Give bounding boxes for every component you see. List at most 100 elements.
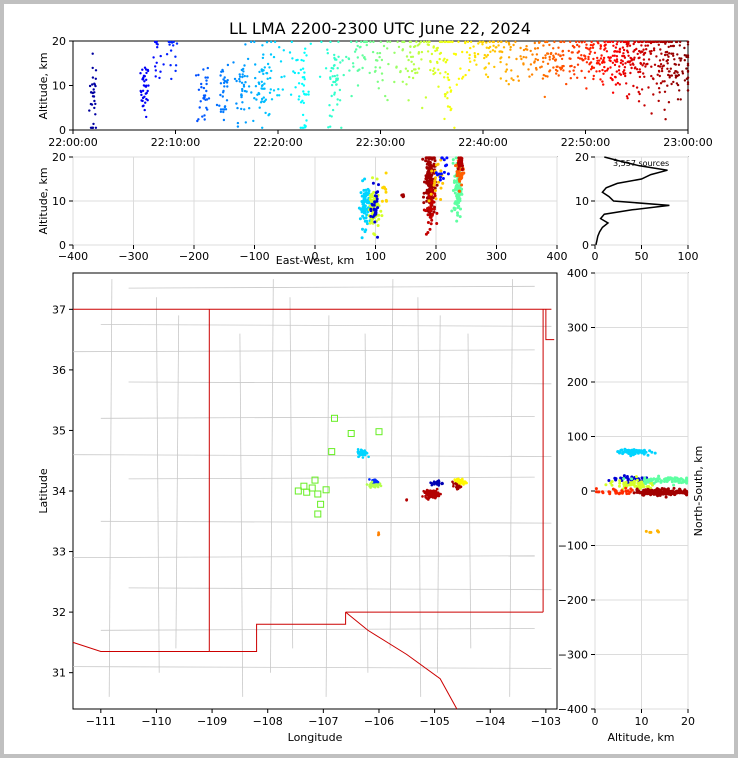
- time-altitude-point: [667, 40, 671, 44]
- time-altitude-point: [502, 46, 506, 49]
- time-altitude-point: [242, 83, 246, 87]
- time-altitude-point: [491, 49, 495, 52]
- plan-view-point: [427, 498, 430, 501]
- time-altitude-point: [221, 95, 224, 98]
- time-altitude-point: [663, 80, 666, 83]
- time-altitude-point: [642, 62, 646, 65]
- time-altitude-point: [499, 60, 502, 64]
- time-altitude-point: [443, 40, 446, 44]
- time-altitude-point: [338, 88, 342, 92]
- ew-altitude-point: [430, 157, 434, 161]
- time-altitude-point: [664, 118, 667, 121]
- altitude-ns-point: [609, 481, 613, 485]
- time-altitude-point: [509, 48, 512, 51]
- time-altitude-point: [88, 84, 92, 88]
- county-line: [467, 333, 472, 649]
- time-altitude-point: [393, 80, 396, 84]
- altitude-ns-point: [639, 480, 643, 484]
- time-altitude-point: [591, 44, 594, 47]
- time-altitude-point: [618, 50, 621, 54]
- ns-xtick-label: 20: [681, 715, 695, 728]
- ew-altitude-point: [439, 175, 442, 179]
- altitude-ns-point: [661, 491, 665, 494]
- time-altitude-point: [640, 40, 643, 44]
- time-altitude-point: [378, 51, 382, 55]
- time-altitude-point: [155, 61, 158, 64]
- time-altitude-point: [243, 108, 246, 111]
- ew-xtick-label: 400: [547, 250, 568, 263]
- time-altitude-point: [589, 46, 592, 50]
- time-altitude-point: [260, 100, 263, 103]
- time-altitude-point: [451, 40, 454, 44]
- time-altitude-point: [93, 106, 96, 110]
- ew-xtick-label: 0: [312, 250, 319, 263]
- time-altitude-point: [258, 70, 261, 74]
- time-altitude-point: [659, 48, 662, 51]
- time-altitude-point: [389, 40, 392, 44]
- time-altitude-point: [255, 98, 258, 101]
- time-altitude-point: [224, 108, 228, 111]
- ew-altitude-point: [375, 199, 379, 203]
- time-altitude-point: [659, 40, 663, 44]
- time-altitude-point: [333, 53, 336, 57]
- time-altitude-point: [94, 77, 98, 81]
- time-altitude-point: [382, 44, 386, 48]
- time-altitude-point: [497, 44, 500, 47]
- time-altitude-point: [235, 79, 238, 83]
- time-altitude-point: [238, 77, 241, 81]
- ew-altitude-point: [433, 189, 437, 193]
- time-altitude-point: [247, 85, 251, 88]
- time-altitude-point: [225, 81, 229, 84]
- time-altitude-point: [615, 55, 619, 58]
- time-altitude-point: [154, 65, 157, 68]
- time-ytick-label: 20: [52, 35, 66, 48]
- time-altitude-point: [261, 44, 264, 47]
- time-altitude-ylabel: Altitude, km: [37, 52, 50, 119]
- time-altitude-point: [629, 63, 632, 66]
- ew-altitude-point: [426, 189, 429, 193]
- ew-altitude-point: [422, 191, 426, 195]
- time-altitude-point: [222, 78, 225, 81]
- time-altitude-point: [576, 51, 579, 54]
- ew-altitude-point: [427, 156, 430, 160]
- time-altitude-point: [437, 85, 440, 88]
- time-altitude-point: [302, 101, 305, 105]
- time-altitude-point: [556, 69, 559, 73]
- county-line: [128, 381, 552, 385]
- time-altitude-points: [88, 40, 690, 129]
- time-altitude-point: [238, 80, 241, 83]
- time-altitude-point: [592, 57, 595, 61]
- time-altitude-point: [494, 46, 497, 49]
- time-altitude-point: [454, 52, 457, 56]
- time-altitude-point: [664, 42, 667, 45]
- time-altitude-point: [272, 55, 276, 59]
- ew-xtick-label: 300: [486, 250, 507, 263]
- time-altitude-point: [263, 82, 266, 85]
- altitude-ns-point: [626, 478, 630, 482]
- altitude-ns-point: [638, 491, 642, 495]
- svg-text:•: •: [613, 156, 618, 165]
- time-altitude-point: [93, 99, 96, 103]
- time-altitude-point: [614, 83, 618, 86]
- time-altitude-point: [481, 43, 484, 46]
- ew-altitude-point: [362, 211, 366, 215]
- time-altitude-point: [602, 83, 605, 86]
- altitude-ns-ticks: 0 10 20 −400 −300 −200 −100 0 100 200 300 400: [558, 267, 695, 728]
- time-altitude-point: [443, 76, 446, 79]
- time-altitude-point: [278, 94, 281, 97]
- ew-altitude-point: [455, 171, 459, 175]
- histogram-ytick-label: 0: [582, 239, 589, 252]
- time-altitude-point: [145, 71, 148, 75]
- ew-altitude-point: [425, 166, 429, 169]
- altitude-ns-point: [662, 487, 666, 491]
- time-altitude-point: [642, 58, 646, 61]
- time-altitude-point: [615, 58, 619, 61]
- time-altitude-point: [465, 51, 469, 54]
- time-altitude-point: [333, 64, 336, 67]
- time-altitude-point: [93, 82, 96, 85]
- altitude-ns-point: [666, 488, 670, 492]
- time-altitude-point: [446, 105, 450, 108]
- time-altitude-point: [253, 40, 256, 44]
- county-line: [289, 297, 294, 649]
- ew-altitude-point: [375, 197, 379, 201]
